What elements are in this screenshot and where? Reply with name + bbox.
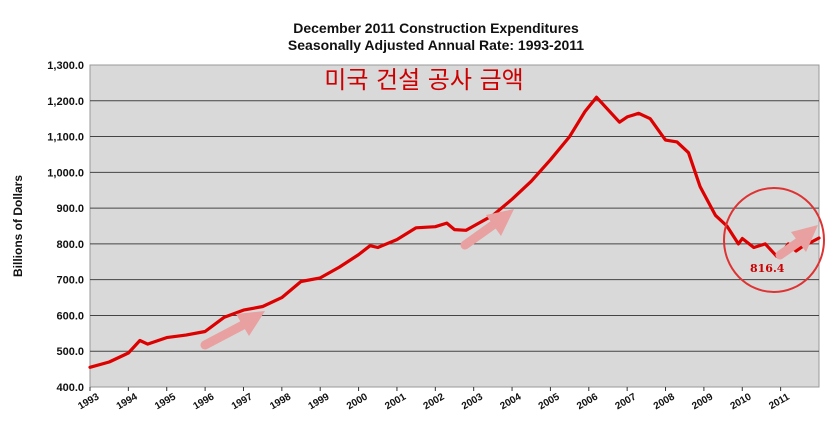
x-tick-label: 2011	[767, 391, 792, 412]
x-tick-label: 1995	[153, 391, 178, 412]
callout-value-label: 816.4	[750, 262, 785, 275]
y-tick-label: 800.0	[56, 239, 84, 251]
y-tick-label: 900.0	[56, 203, 84, 215]
y-axis-label: Billions of Dollars	[11, 175, 25, 277]
trend-arrow-2	[460, 209, 514, 250]
x-tick-label: 2007	[614, 391, 639, 412]
plot-background	[89, 64, 820, 388]
chart-subtitle: Seasonally Adjusted Annual Rate: 1993-20…	[288, 37, 584, 53]
x-axis-ticks: 1993 1994 1995 1996 1997 1998 1999 2000 2001 2002…	[76, 387, 792, 412]
x-tick-label: 1998	[268, 391, 293, 412]
trend-arrow-3	[775, 225, 818, 260]
y-axis-ticks: 400.0 500.0 600.0 700.0 800.0 900.0 1,000.0 1,1…	[47, 60, 84, 394]
korean-overlay-text: 미국 건설 공사 금액	[324, 66, 524, 94]
x-tick-label: 2001	[383, 391, 408, 412]
x-tick-label: 1996	[191, 391, 216, 412]
y-tick-label: 1,200.0	[47, 96, 84, 108]
gridlines	[90, 100, 819, 352]
y-tick-label: 700.0	[56, 275, 84, 287]
x-tick-label: 2010	[729, 391, 754, 412]
x-tick-label: 2002	[422, 391, 447, 412]
y-tick-label: 500.0	[56, 346, 84, 358]
x-tick-label: 2003	[460, 391, 485, 412]
y-tick-label: 600.0	[56, 310, 84, 322]
x-tick-label: 1994	[115, 391, 140, 412]
x-tick-label: 2000	[345, 391, 370, 412]
x-tick-label: 2004	[498, 391, 523, 412]
y-tick-label: 1,100.0	[47, 132, 84, 144]
y-tick-label: 1,000.0	[47, 167, 84, 179]
trend-arrow-1	[200, 311, 265, 350]
x-tick-label: 2005	[537, 391, 562, 412]
series-line	[88, 95, 821, 369]
x-tick-label: 2008	[652, 391, 677, 412]
x-tick-label: 1997	[230, 391, 255, 412]
x-tick-label: 2006	[575, 391, 600, 412]
y-tick-label: 1,300.0	[47, 60, 84, 72]
chart-title: December 2011 Construction Expenditures	[293, 20, 579, 36]
highlight-circle	[723, 187, 825, 293]
x-tick-label: 1999	[307, 391, 332, 412]
x-tick-label: 2009	[690, 391, 715, 412]
y-tick-label: 400.0	[56, 382, 84, 394]
x-tick-label: 1993	[76, 391, 101, 412]
